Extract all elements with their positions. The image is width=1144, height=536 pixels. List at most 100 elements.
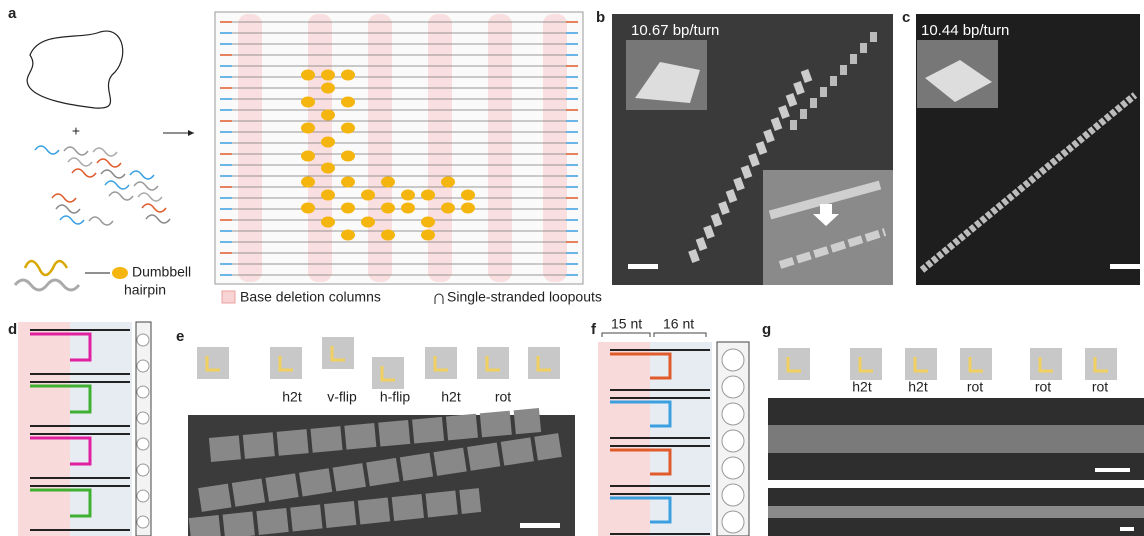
side-strip xyxy=(136,322,151,536)
bead xyxy=(722,349,744,371)
dumbbell xyxy=(381,177,395,188)
hairpin-label: hairpin xyxy=(124,282,166,298)
dumbbell xyxy=(461,190,475,201)
tile xyxy=(800,109,807,119)
tile-diagrams xyxy=(778,348,1117,380)
panel-label: g xyxy=(762,321,771,338)
bead xyxy=(722,376,744,398)
transform-label: rot xyxy=(495,389,511,405)
dumbbell xyxy=(321,217,335,228)
hairpin-icon xyxy=(25,261,67,275)
tile-diagrams xyxy=(197,337,560,389)
staple xyxy=(97,159,121,167)
transform-label: h2t xyxy=(441,389,461,405)
inset-label: 10.44 bp/turn xyxy=(921,22,1009,39)
dumbbell xyxy=(321,137,335,148)
tile xyxy=(270,347,302,379)
staple xyxy=(130,171,154,179)
figure: a + Dumbbell hairpin Base deletion colum… xyxy=(0,0,1144,536)
segment-label: 16 nt xyxy=(663,316,694,332)
dumbbell xyxy=(341,230,355,241)
legend-swatch xyxy=(222,291,235,303)
transform-label: v-flip xyxy=(327,389,357,405)
staple xyxy=(52,194,76,202)
tile xyxy=(850,54,857,64)
tile xyxy=(1030,348,1062,380)
staple xyxy=(138,193,162,201)
panel-label: b xyxy=(596,9,605,26)
dumbbell xyxy=(301,151,315,162)
scaffold-loop xyxy=(27,31,123,108)
bead xyxy=(722,511,744,533)
scale-bar xyxy=(1110,264,1140,269)
bead xyxy=(137,438,149,450)
bead xyxy=(137,464,149,476)
staple xyxy=(64,147,88,155)
staple xyxy=(60,216,84,224)
tile xyxy=(830,76,837,86)
tile xyxy=(820,87,827,97)
bead xyxy=(137,516,149,528)
staple xyxy=(89,217,113,225)
bead xyxy=(722,457,744,479)
dumbbell xyxy=(301,203,315,214)
dumbbell xyxy=(361,190,375,201)
dumbbell xyxy=(461,203,475,214)
column xyxy=(70,322,132,536)
dumbbell xyxy=(341,177,355,188)
dumbbell-icon xyxy=(112,267,128,279)
inset-label: 10.67 bp/turn xyxy=(631,22,719,39)
bead xyxy=(722,484,744,506)
panel-label: d xyxy=(8,321,17,338)
origami-schematic xyxy=(215,12,583,284)
tile xyxy=(905,348,937,380)
dumbbell xyxy=(401,190,415,201)
dumbbell xyxy=(321,190,335,201)
dumbbell xyxy=(321,163,335,174)
arrow-head xyxy=(188,130,194,136)
dumbbell xyxy=(341,97,355,108)
staple xyxy=(93,148,117,156)
afm-ribbon xyxy=(768,506,1144,518)
staple xyxy=(68,158,92,166)
scale-bar xyxy=(520,523,560,528)
dumbbell xyxy=(341,151,355,162)
transform-label: rot xyxy=(1092,379,1108,395)
dumbbell xyxy=(321,83,335,94)
bead xyxy=(722,430,744,452)
dumbbell xyxy=(441,203,455,214)
segment-label: 15 nt xyxy=(611,316,642,332)
tile xyxy=(372,357,404,389)
dumbbell xyxy=(421,230,435,241)
tile xyxy=(960,348,992,380)
dumbbell xyxy=(301,70,315,81)
dumbbell xyxy=(321,110,335,121)
hairpin-strand xyxy=(15,280,79,290)
dumbbell xyxy=(401,203,415,214)
staple xyxy=(101,170,125,178)
panel-label: e xyxy=(176,328,184,345)
panel-label: c xyxy=(902,9,910,26)
tile xyxy=(1085,348,1117,380)
dumbbell xyxy=(341,70,355,81)
staple xyxy=(72,169,96,177)
scale-bar xyxy=(1120,527,1134,531)
bead xyxy=(137,360,149,372)
panel-label: f xyxy=(591,321,597,338)
bead xyxy=(137,412,149,424)
transform-label: rot xyxy=(967,379,983,395)
tile xyxy=(425,347,457,379)
tile xyxy=(860,43,867,53)
transform-label: rot xyxy=(1035,379,1051,395)
dumbbell xyxy=(301,177,315,188)
dumbbell xyxy=(381,203,395,214)
tile xyxy=(528,347,560,379)
transform-label: h2t xyxy=(852,379,872,395)
dumbbell xyxy=(301,123,315,134)
staple xyxy=(109,192,133,200)
tile xyxy=(870,32,877,42)
dumbbell xyxy=(341,203,355,214)
tile xyxy=(790,120,797,130)
bead xyxy=(137,490,149,502)
tile xyxy=(840,65,847,75)
